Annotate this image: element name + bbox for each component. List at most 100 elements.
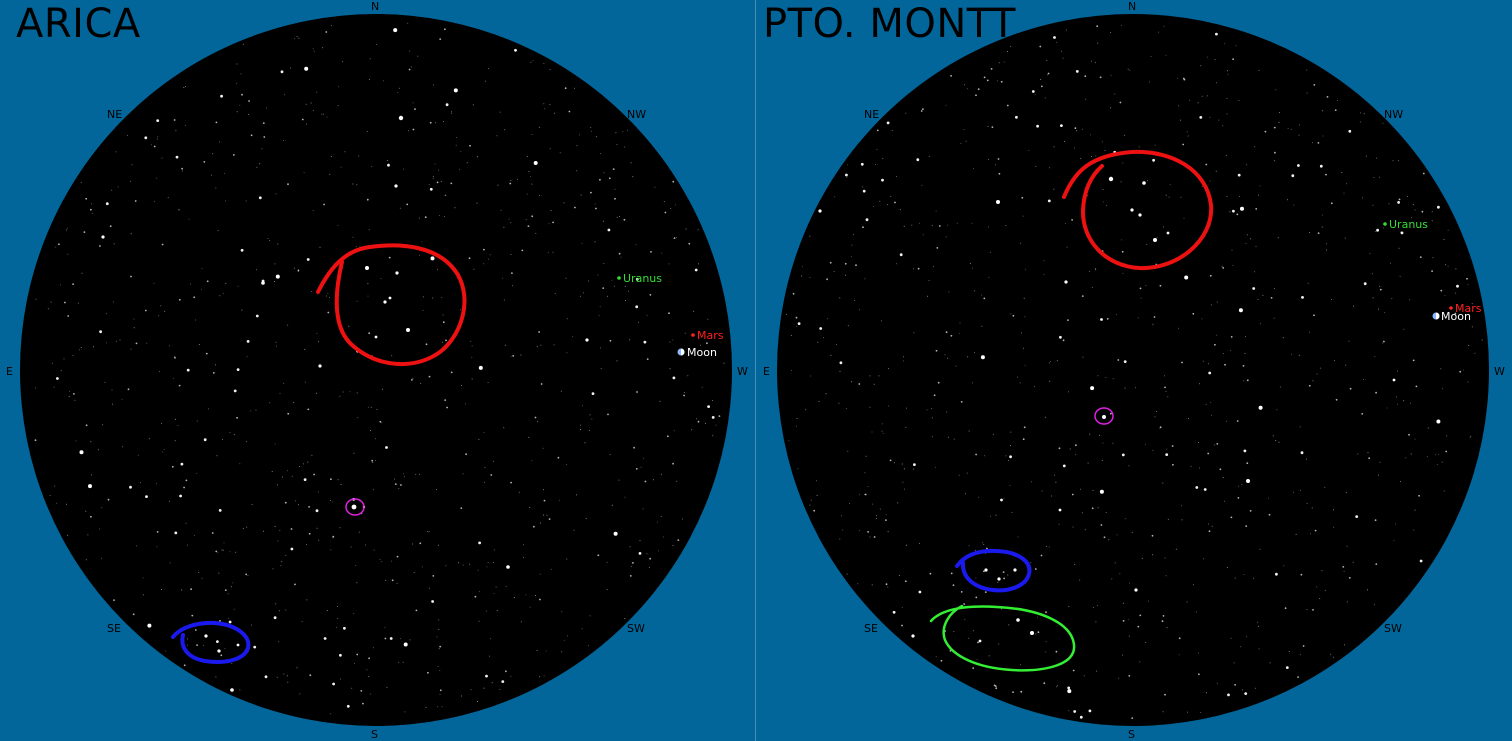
star [890, 195, 892, 197]
star [585, 518, 587, 520]
star [1237, 173, 1241, 177]
star [981, 294, 983, 296]
star [1000, 608, 1002, 610]
star [1182, 143, 1185, 146]
star [579, 295, 581, 297]
star [952, 584, 955, 586]
star [1306, 92, 1308, 94]
bright-star [997, 577, 1001, 581]
star [987, 125, 989, 127]
star [540, 344, 542, 346]
star [1102, 442, 1104, 444]
star [1058, 447, 1061, 450]
star [1375, 391, 1377, 394]
star [1162, 711, 1164, 713]
star [269, 240, 271, 241]
star [438, 619, 440, 621]
star [1246, 379, 1249, 382]
star [342, 61, 344, 63]
star [303, 478, 307, 481]
star [316, 332, 318, 334]
star [983, 455, 985, 457]
star [1273, 287, 1275, 289]
star [1165, 391, 1167, 392]
star [306, 599, 308, 601]
star [177, 425, 179, 427]
star [1186, 601, 1188, 603]
star [1243, 574, 1245, 576]
star [873, 206, 875, 207]
star [220, 94, 224, 98]
star [1371, 273, 1373, 275]
star [528, 171, 530, 172]
star [1110, 107, 1112, 109]
star [169, 345, 170, 347]
star [1081, 512, 1083, 514]
star [1467, 283, 1469, 285]
star [478, 541, 481, 545]
star [1121, 239, 1123, 241]
star [1187, 418, 1189, 420]
star [1264, 130, 1267, 133]
star [370, 406, 372, 408]
star [1382, 122, 1384, 124]
star [1122, 654, 1124, 656]
star [1333, 656, 1334, 658]
star [1368, 457, 1371, 460]
star [142, 594, 144, 596]
star [1163, 25, 1165, 27]
star [1197, 102, 1199, 104]
star [1201, 95, 1203, 97]
star [1045, 651, 1047, 653]
star [1159, 428, 1161, 430]
star [599, 153, 601, 155]
moon-label: Moon [687, 346, 717, 359]
star [510, 481, 512, 484]
star [1030, 562, 1032, 564]
star [156, 119, 160, 122]
star [628, 290, 629, 292]
star [1109, 412, 1112, 415]
star [1224, 500, 1225, 502]
star [188, 218, 190, 220]
star [888, 368, 890, 369]
star [283, 673, 285, 675]
star [1379, 288, 1382, 291]
star [1383, 227, 1385, 229]
star [442, 341, 444, 343]
star [510, 180, 512, 182]
star [351, 687, 353, 689]
compass-nw: NW [1384, 108, 1404, 121]
star [1207, 95, 1208, 97]
star [815, 480, 817, 482]
star [1337, 100, 1339, 101]
star [539, 522, 541, 524]
star [1000, 498, 1003, 502]
star [47, 308, 49, 310]
star [1299, 426, 1301, 428]
star [1226, 567, 1228, 568]
star [1034, 385, 1036, 387]
star [931, 225, 933, 227]
star [629, 546, 631, 548]
star [672, 544, 674, 546]
star [1346, 183, 1348, 185]
star [792, 292, 795, 295]
star [1325, 173, 1327, 176]
star [1362, 379, 1364, 380]
star [471, 378, 473, 380]
star [946, 411, 948, 413]
star [297, 504, 299, 506]
star [1105, 377, 1107, 378]
star [440, 181, 442, 183]
star [343, 626, 346, 630]
star [372, 462, 374, 463]
star [183, 486, 186, 489]
star [918, 590, 922, 594]
star [493, 549, 495, 551]
star [276, 345, 278, 347]
star [445, 339, 447, 342]
star [997, 158, 1000, 160]
star [1121, 453, 1125, 457]
star [881, 178, 884, 182]
